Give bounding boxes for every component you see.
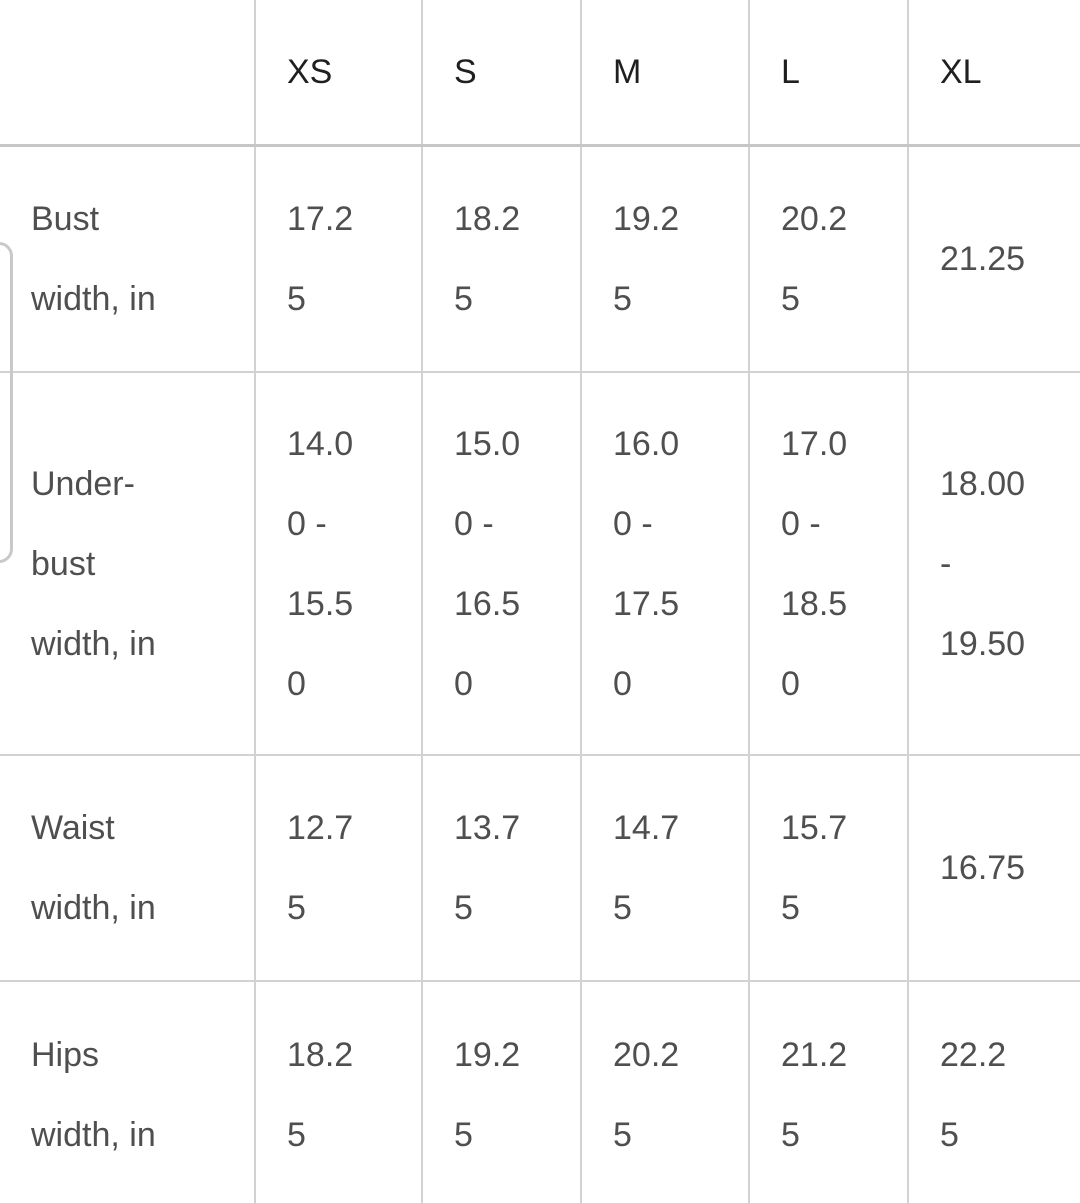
size-cell-waist-xl: 16.75 <box>907 755 1080 981</box>
size-cell-under-bust-m: 16.0 0 - 17.5 0 <box>580 372 749 755</box>
size-cell-hips-s: 19.2 5 <box>421 981 581 1203</box>
table-row-waist: Waist width, in 12.7 5 13.7 5 14.7 5 15.… <box>0 755 1080 981</box>
size-cell-waist-xs: 12.7 5 <box>254 755 422 981</box>
row-label-waist: Waist width, in <box>31 809 156 927</box>
size-cell-under-bust-xs: 14.0 0 - 15.5 0 <box>254 372 422 755</box>
row-label-hips: Hips width, in <box>31 1036 156 1154</box>
size-cell-bust-xl: 21.25 <box>907 145 1080 372</box>
column-header-m: M <box>580 0 749 145</box>
offscreen-rounded-element <box>0 242 13 563</box>
size-cell-hips-l: 21.2 5 <box>748 981 908 1203</box>
table-row-bust: Bust width, in 17.2 5 18.2 5 19.2 5 20.2… <box>0 145 1080 372</box>
size-cell-bust-s: 18.2 5 <box>421 145 581 372</box>
size-cell-hips-m: 20.2 5 <box>580 981 749 1203</box>
size-cell-waist-s: 13.7 5 <box>421 755 581 981</box>
table-row-under-bust: Under- bust width, in 14.0 0 - 15.5 0 15… <box>0 372 1080 755</box>
corner-cell <box>0 0 255 145</box>
size-chart-header-row: XS S M L XL <box>0 0 1080 145</box>
size-cell-under-bust-s: 15.0 0 - 16.5 0 <box>421 372 581 755</box>
size-cell-hips-xs: 18.2 5 <box>254 981 422 1203</box>
column-header-xs: XS <box>254 0 422 145</box>
size-cell-bust-xs: 17.2 5 <box>254 145 422 372</box>
column-header-s: S <box>421 0 581 145</box>
size-cell-under-bust-xl: 18.00 - 19.50 <box>907 372 1080 755</box>
column-header-l: L <box>748 0 908 145</box>
size-cell-under-bust-l: 17.0 0 - 18.5 0 <box>748 372 908 755</box>
size-cell-bust-l: 20.2 5 <box>748 145 908 372</box>
size-cell-waist-l: 15.7 5 <box>748 755 908 981</box>
row-label-bust: Bust width, in <box>31 199 156 318</box>
row-label-under-bust: Under- bust width, in <box>31 464 156 663</box>
table-row-hips: Hips width, in 18.2 5 19.2 5 20.2 5 21.2… <box>0 981 1080 1203</box>
size-cell-bust-m: 19.2 5 <box>580 145 749 372</box>
column-header-xl: XL <box>907 0 1080 145</box>
size-cell-waist-m: 14.7 5 <box>580 755 749 981</box>
size-cell-hips-xl: 22.2 5 <box>907 981 1080 1203</box>
